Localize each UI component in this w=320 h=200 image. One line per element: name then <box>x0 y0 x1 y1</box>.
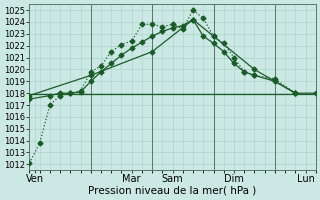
X-axis label: Pression niveau de la mer( hPa ): Pression niveau de la mer( hPa ) <box>89 186 257 196</box>
